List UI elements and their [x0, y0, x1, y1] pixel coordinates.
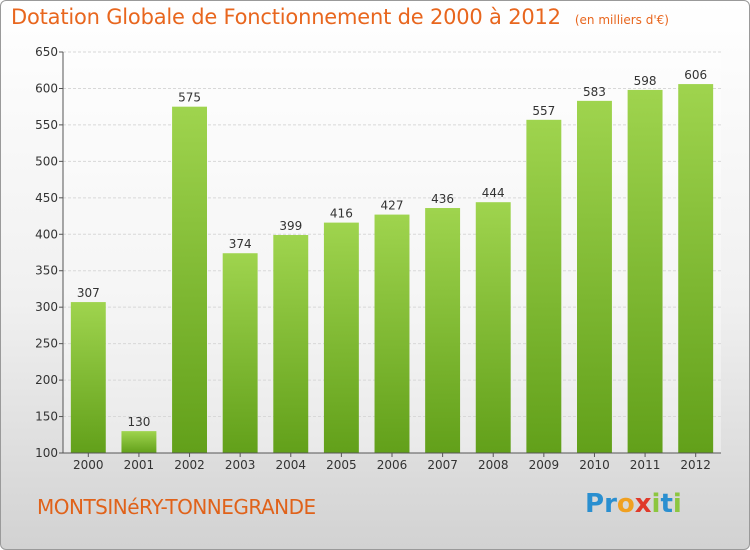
x-tick-label: 2009 — [529, 458, 560, 472]
y-tick-label: 100 — [35, 446, 58, 460]
bar-value-label: 427 — [381, 199, 404, 213]
bar-value-label: 598 — [634, 74, 657, 88]
chart-title-text: Dotation Globale de Fonctionnement de 20… — [11, 5, 561, 29]
logo-letter: r — [604, 489, 617, 519]
y-tick-label: 650 — [35, 45, 58, 59]
logo-letter: i — [672, 489, 682, 519]
bar-value-label: 307 — [77, 286, 100, 300]
x-tick-label: 2000 — [73, 458, 104, 472]
bar-2012 — [678, 84, 714, 453]
bar-2001 — [121, 431, 157, 453]
bar-2009 — [526, 119, 562, 454]
bar-value-label: 399 — [279, 219, 302, 233]
bar-value-label: 416 — [330, 207, 353, 221]
commune-name: MONTSINéRY-TONNEGRANDE — [37, 495, 316, 519]
bar-2010 — [576, 100, 612, 453]
y-tick-label: 450 — [35, 191, 58, 205]
y-tick-label: 600 — [35, 81, 58, 95]
x-tick-label: 2002 — [174, 458, 205, 472]
y-tick-label: 150 — [35, 410, 58, 424]
x-tick-label: 2006 — [377, 458, 408, 472]
bar-2008 — [475, 202, 511, 453]
x-tick-label: 2007 — [427, 458, 458, 472]
bar-2007 — [425, 208, 461, 453]
chart-unit-label: (en milliers d'€) — [574, 13, 669, 27]
logo-letter: P — [585, 489, 605, 519]
logo-letter: t — [660, 489, 673, 519]
bar-2005 — [323, 222, 359, 453]
bar-2011 — [627, 89, 663, 454]
bar-value-label: 436 — [431, 192, 454, 206]
logo-letter: o — [616, 489, 635, 519]
bar-value-label: 575 — [178, 91, 201, 105]
x-tick-label: 2005 — [326, 458, 357, 472]
bar-value-label: 374 — [229, 237, 252, 251]
bar-value-label: 606 — [684, 68, 707, 82]
bar-2006 — [374, 214, 410, 453]
bar-value-label: 583 — [583, 85, 606, 99]
bar-2000 — [70, 302, 106, 453]
x-tick-label: 2010 — [579, 458, 610, 472]
y-tick-label: 400 — [35, 227, 58, 241]
logo-letter: i — [651, 489, 661, 519]
x-tick-label: 2012 — [680, 458, 711, 472]
x-tick-label: 2004 — [275, 458, 306, 472]
y-tick-label: 350 — [35, 264, 58, 278]
logo-letter: x — [634, 489, 652, 519]
y-tick-label: 550 — [35, 118, 58, 132]
bar-2004 — [273, 235, 309, 453]
x-tick-label: 2001 — [124, 458, 155, 472]
x-tick-label: 2008 — [478, 458, 509, 472]
y-tick-label: 200 — [35, 373, 58, 387]
bar-2002 — [172, 106, 208, 453]
bar-value-label: 444 — [482, 186, 505, 200]
x-tick-label: 2003 — [225, 458, 256, 472]
x-tick-label: 2011 — [630, 458, 661, 472]
y-tick-label: 300 — [35, 300, 58, 314]
bar-value-label: 130 — [127, 415, 150, 429]
y-tick-label: 250 — [35, 337, 58, 351]
chart-title: Dotation Globale de Fonctionnement de 20… — [11, 5, 669, 29]
bar-2003 — [222, 253, 258, 453]
y-tick-label: 500 — [35, 154, 58, 168]
proxiti-logo: Proxiti — [585, 489, 682, 519]
bar-value-label: 557 — [532, 104, 555, 118]
